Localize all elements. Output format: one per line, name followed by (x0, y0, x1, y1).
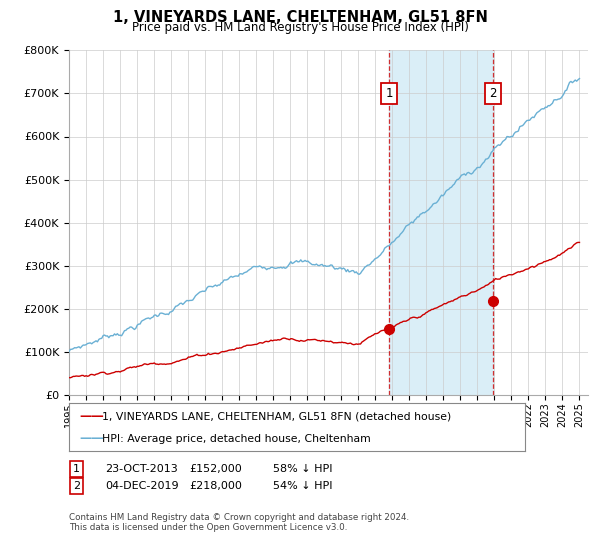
Text: Price paid vs. HM Land Registry's House Price Index (HPI): Price paid vs. HM Land Registry's House … (131, 21, 469, 34)
Text: 2: 2 (489, 87, 497, 100)
Text: £218,000: £218,000 (189, 481, 242, 491)
Text: 1: 1 (73, 464, 80, 474)
Text: £152,000: £152,000 (189, 464, 242, 474)
Text: 58% ↓ HPI: 58% ↓ HPI (273, 464, 332, 474)
Text: Contains HM Land Registry data © Crown copyright and database right 2024.: Contains HM Land Registry data © Crown c… (69, 513, 409, 522)
Text: 1: 1 (385, 87, 393, 100)
Text: ——: —— (80, 410, 104, 423)
Text: 54% ↓ HPI: 54% ↓ HPI (273, 481, 332, 491)
Text: ——: —— (80, 432, 104, 445)
Text: 1, VINEYARDS LANE, CHELTENHAM, GL51 8FN (detached house): 1, VINEYARDS LANE, CHELTENHAM, GL51 8FN … (102, 412, 451, 422)
Text: HPI: Average price, detached house, Cheltenham: HPI: Average price, detached house, Chel… (102, 434, 371, 444)
Text: This data is licensed under the Open Government Licence v3.0.: This data is licensed under the Open Gov… (69, 523, 347, 532)
Text: 1, VINEYARDS LANE, CHELTENHAM, GL51 8FN: 1, VINEYARDS LANE, CHELTENHAM, GL51 8FN (113, 10, 487, 25)
Bar (389, 50, 493, 395)
Text: 23-OCT-2013: 23-OCT-2013 (105, 464, 178, 474)
Text: 2: 2 (73, 481, 80, 491)
Text: 04-DEC-2019: 04-DEC-2019 (105, 481, 179, 491)
